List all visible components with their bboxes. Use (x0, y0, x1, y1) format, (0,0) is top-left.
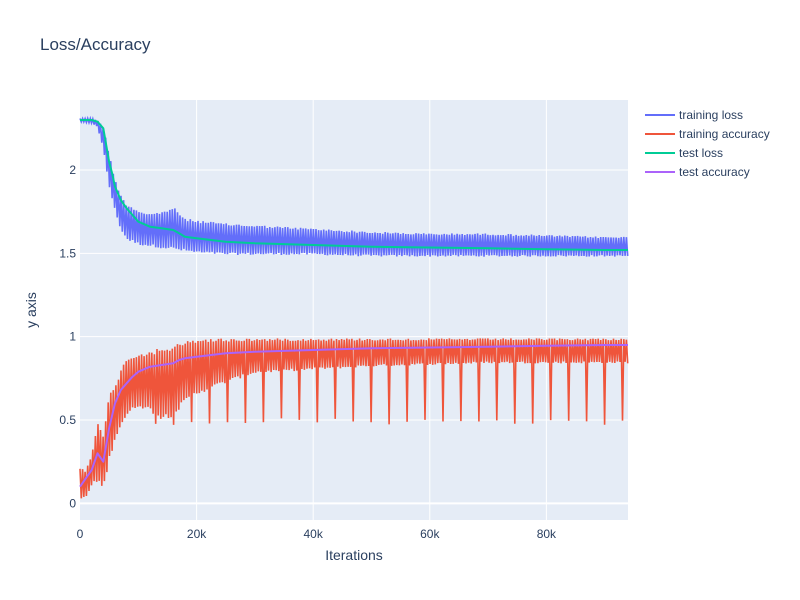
legend-item-test-loss[interactable]: test loss (645, 146, 723, 160)
y-tick-label-4: 2 (69, 163, 76, 177)
series-layer (79, 115, 629, 499)
training-accuracy-line (79, 338, 629, 499)
x-tick-label-3: 60k (420, 527, 440, 541)
y-tick-label-1: 0.5 (59, 413, 76, 427)
axis-ticks: 0 20k 40k 60k 80k 0 0.5 1 1.5 2 (59, 163, 557, 541)
legend-label-training-loss: training loss (679, 108, 743, 122)
legend-item-training-loss[interactable]: training loss (645, 108, 743, 122)
x-axis-title: Iterations (325, 547, 383, 563)
legend-label-test-accuracy: test accuracy (679, 165, 750, 179)
legend[interactable]: training loss training accuracy test loss t… (645, 108, 770, 179)
legend-item-test-accuracy[interactable]: test accuracy (645, 165, 750, 179)
y-tick-label-3: 1.5 (59, 246, 76, 260)
training-loss-line (79, 115, 629, 257)
legend-item-training-accuracy[interactable]: training accuracy (645, 127, 770, 141)
x-tick-label-0: 0 (77, 527, 84, 541)
plot-area (80, 100, 628, 520)
test-accuracy-line (79, 344, 628, 488)
test-loss-line (80, 119, 628, 251)
x-tick-label-1: 20k (187, 527, 207, 541)
legend-label-test-loss: test loss (679, 146, 723, 160)
chart-title: Loss/Accuracy (40, 35, 151, 54)
x-tick-label-4: 80k (537, 527, 557, 541)
x-tick-label-2: 40k (304, 527, 324, 541)
y-tick-label-2: 1 (69, 330, 76, 344)
y-tick-label-0: 0 (69, 496, 76, 510)
legend-label-training-accuracy: training accuracy (679, 127, 770, 141)
y-axis-title: y axis (23, 292, 39, 328)
